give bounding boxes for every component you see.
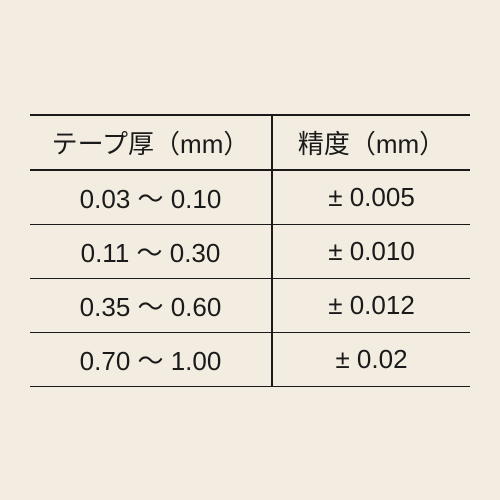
table-row: 0.03 ～ 0.10 ± 0.005 xyxy=(30,170,470,225)
cell-thickness: 0.11 ～ 0.30 xyxy=(30,224,272,278)
cell-thickness: 0.35 ～ 0.60 xyxy=(30,278,272,332)
header-tolerance: 精度（mm） xyxy=(272,115,470,170)
cell-tolerance: ± 0.010 xyxy=(272,224,470,278)
table-body: 0.03 ～ 0.10 ± 0.005 0.11 ～ 0.30 ± 0.010 … xyxy=(30,170,470,387)
table-header-row: テープ厚（mm） 精度（mm） xyxy=(30,115,470,170)
tolerance-table-container: テープ厚（mm） 精度（mm） 0.03 ～ 0.10 ± 0.005 0.11… xyxy=(30,94,470,407)
table-row: 0.70 ～ 1.00 ± 0.02 xyxy=(30,332,470,386)
table-row: 0.35 ～ 0.60 ± 0.012 xyxy=(30,278,470,332)
cell-thickness: 0.70 ～ 1.00 xyxy=(30,332,272,386)
cell-tolerance: ± 0.012 xyxy=(272,278,470,332)
tolerance-table: テープ厚（mm） 精度（mm） 0.03 ～ 0.10 ± 0.005 0.11… xyxy=(30,114,470,387)
header-thickness: テープ厚（mm） xyxy=(30,115,272,170)
cell-thickness: 0.03 ～ 0.10 xyxy=(30,170,272,225)
cell-tolerance: ± 0.02 xyxy=(272,332,470,386)
table-row: 0.11 ～ 0.30 ± 0.010 xyxy=(30,224,470,278)
cell-tolerance: ± 0.005 xyxy=(272,170,470,225)
